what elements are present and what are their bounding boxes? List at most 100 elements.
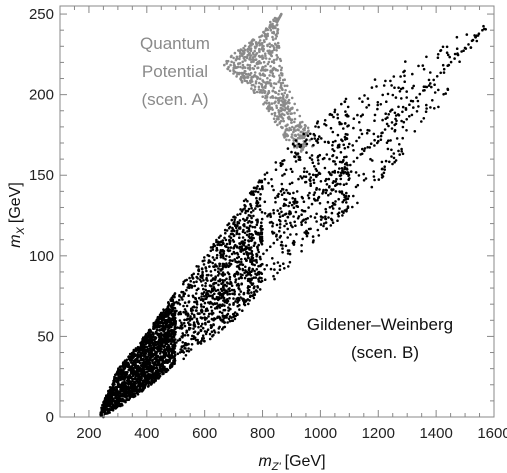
scenario-b-point [300,195,304,199]
scenario-b-point [359,114,363,118]
scenario-b-point [213,278,217,281]
scenario-a-point [267,91,270,95]
scenario-a-point [238,72,241,76]
scenario-b-point [382,84,386,87]
scenario-a-point [243,66,247,69]
scenario-b-point [202,287,205,291]
scenario-b-point [344,97,348,101]
scenario-b-point [258,288,262,291]
scenario-b-point [163,321,166,325]
scenario-b-point [167,340,170,344]
scenario-a-point [240,79,244,83]
scenario-b-point [158,329,161,332]
scenario-a-point [258,50,261,54]
scenario-b-point [256,190,260,194]
scenario-a-point [244,48,247,52]
scenario-a-point [290,112,294,115]
scenario-b-point [233,252,237,255]
scenario-a-point [290,96,294,100]
scenario-b-point [152,333,155,337]
scenario-b-point [342,143,346,147]
scenario-b-point [336,170,340,174]
scenario-b-point [222,296,226,300]
scenario-b-point [310,158,314,161]
scenario-b-point [233,273,236,277]
scenario-b-point [455,47,459,50]
scenario-b-point [185,288,188,292]
scenario-b-point [343,100,347,103]
scenario-b-point [346,163,349,167]
scenario-b-point [181,341,184,344]
scenario-b-point [239,212,242,216]
scenario-b-point [193,284,197,288]
scenario-a-point [279,81,283,85]
scenario-b-point [210,309,214,313]
scenario-b-point [253,290,256,294]
scenario-b-point [147,349,150,353]
scenario-a-point [270,70,274,73]
scenario-b-point [243,231,247,235]
scenario-b-point [252,209,255,212]
scenario-b-point [346,115,349,118]
scenario-b-point [218,316,222,320]
scenario-b-point [174,330,177,334]
scenario-b-point [263,173,267,176]
scenario-b-point [121,392,124,396]
scenario-b-point [342,193,346,197]
scenario-b-point [226,321,229,324]
scenario-b-point [258,233,262,236]
scenario-b-point [165,345,169,349]
scenario-b-point [272,211,276,215]
scenario-b-point [331,221,335,224]
scenario-a-point [242,46,245,50]
scenario-b-point [306,194,310,197]
scenario-b-point [207,294,211,298]
scenario-b-point [231,259,234,263]
scenario-b-point [156,315,160,319]
scenario-a-point [286,107,289,110]
scenario-b-point [245,252,249,256]
scenario-b-point [334,200,337,203]
scenario-b-point [203,259,206,262]
scenario-b-point [315,186,319,190]
scenario-b-point [238,308,241,311]
scenario-b-point [295,153,298,156]
scenario-b-point [394,159,398,162]
scenario-b-point [372,170,376,173]
scenario-a-point [248,79,252,83]
scenario-a-point [259,42,263,46]
scenario-a-point [265,99,269,102]
scenario-b-point [173,313,177,317]
scenario-a-point [277,98,281,102]
scenario-a-point [302,146,306,149]
scenario-b-points [99,24,488,419]
scenario-a-point [260,85,264,88]
scenario-b-point [385,122,389,126]
scenario-b-point [126,398,129,402]
scenario-b-point [125,385,129,389]
scenario-b-point [323,156,326,160]
scenario-b-point [243,203,246,207]
scenario-b-point [127,365,131,369]
scenario-b-point [390,84,393,87]
scenario-b-point [215,248,219,252]
scenario-b-point [311,173,315,177]
scenario-a-point [252,83,255,87]
scenario-b-point [335,156,339,159]
scenario-b-point [305,151,308,154]
scenario-b-point [302,132,306,136]
scenario-b-point [258,208,262,211]
scenario-a-point [260,47,264,51]
scenario-b-point [276,271,279,275]
scenario-a-point [258,77,262,81]
scenario-b-point [274,168,278,171]
scenario-a-point [273,111,277,115]
scenario-a-point [254,41,258,44]
scenario-b-point [345,167,349,170]
scenario-b-point [230,218,234,222]
scenario-b-point [285,188,288,192]
scenario-b-point [344,198,348,201]
scenario-a-point [262,49,265,53]
scenario-a-point [272,19,276,23]
scenario-b-point [167,305,170,308]
